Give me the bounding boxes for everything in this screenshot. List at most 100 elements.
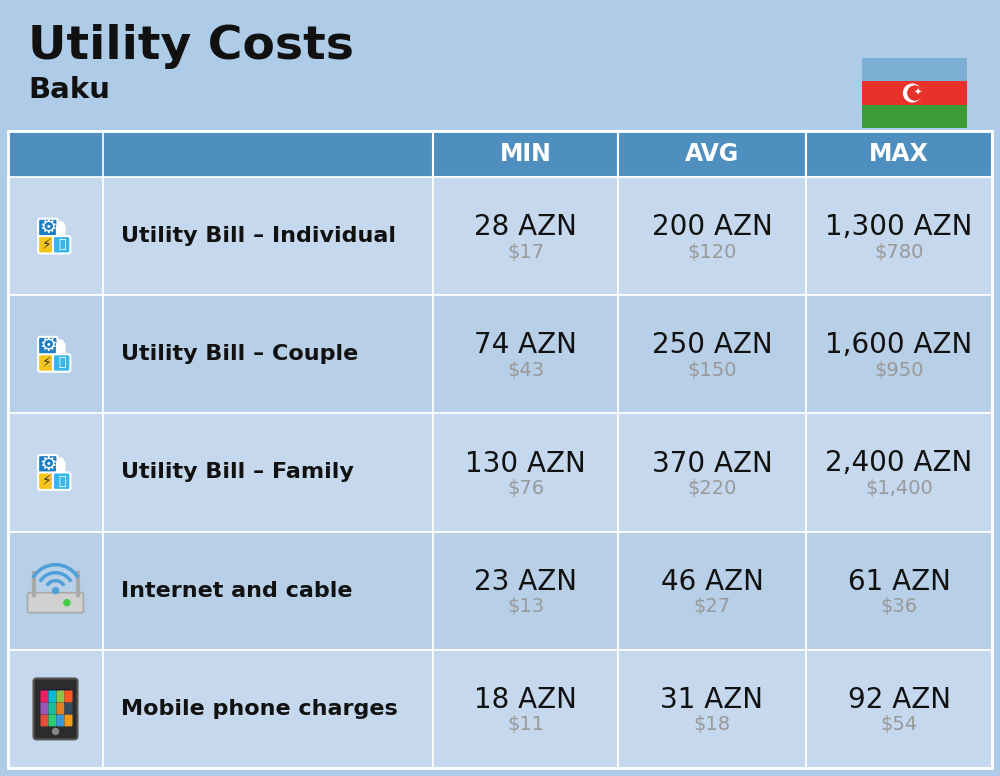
Bar (806, 131, 992, 177)
Bar (103, 177, 433, 295)
Bar (8, 131, 992, 768)
Bar (103, 295, 433, 414)
Text: ⚙: ⚙ (39, 337, 56, 355)
Text: 31 AZN: 31 AZN (660, 686, 764, 714)
Text: $120: $120 (687, 243, 737, 262)
Text: 92 AZN: 92 AZN (848, 686, 950, 714)
FancyBboxPatch shape (64, 691, 72, 702)
Text: 74 AZN: 74 AZN (474, 331, 577, 359)
Text: 61 AZN: 61 AZN (848, 568, 950, 596)
Text: 18 AZN: 18 AZN (474, 686, 577, 714)
Text: $1,400: $1,400 (865, 479, 933, 498)
Text: $18: $18 (693, 715, 731, 734)
Circle shape (904, 84, 921, 102)
Text: 370 AZN: 370 AZN (652, 449, 772, 477)
Circle shape (64, 600, 70, 606)
Text: 250 AZN: 250 AZN (652, 331, 772, 359)
Bar (433, 414, 618, 532)
FancyBboxPatch shape (38, 337, 58, 355)
Bar (40, 689, 70, 726)
FancyBboxPatch shape (53, 355, 70, 372)
Circle shape (58, 340, 63, 345)
Text: ⚙: ⚙ (39, 218, 56, 237)
Bar (806, 532, 992, 650)
Text: Mobile phone charges: Mobile phone charges (121, 699, 398, 719)
FancyBboxPatch shape (38, 473, 56, 490)
FancyBboxPatch shape (34, 678, 78, 740)
Text: 23 AZN: 23 AZN (474, 568, 577, 596)
Bar (806, 414, 992, 532)
FancyBboxPatch shape (38, 219, 58, 237)
Bar (806, 295, 992, 414)
Bar (862, 81, 967, 105)
Text: $950: $950 (874, 361, 924, 379)
Text: Baku: Baku (28, 76, 110, 104)
Circle shape (908, 86, 922, 100)
FancyBboxPatch shape (53, 236, 70, 254)
Bar (433, 177, 618, 295)
Bar (433, 295, 618, 414)
FancyBboxPatch shape (40, 702, 48, 715)
Text: $43: $43 (507, 361, 544, 379)
Text: $36: $36 (880, 598, 918, 616)
Bar (862, 105, 967, 128)
Circle shape (58, 221, 63, 227)
FancyBboxPatch shape (28, 593, 84, 613)
Text: 46 AZN: 46 AZN (661, 568, 763, 596)
FancyBboxPatch shape (56, 224, 65, 236)
Text: 28 AZN: 28 AZN (474, 213, 577, 241)
FancyBboxPatch shape (56, 691, 64, 702)
Text: MIN: MIN (500, 142, 551, 166)
Bar (8, 650, 103, 768)
Text: $17: $17 (507, 243, 544, 262)
Text: $150: $150 (687, 361, 737, 379)
Text: $11: $11 (507, 715, 544, 734)
FancyBboxPatch shape (48, 715, 56, 726)
Text: 💧: 💧 (58, 475, 65, 487)
Bar (8, 177, 103, 295)
Text: $54: $54 (880, 715, 918, 734)
Circle shape (52, 587, 58, 594)
Bar (618, 532, 806, 650)
FancyBboxPatch shape (38, 355, 56, 372)
Circle shape (52, 729, 58, 734)
Bar (8, 532, 103, 650)
Bar (433, 532, 618, 650)
Bar (618, 650, 806, 768)
Bar (618, 131, 806, 177)
Text: 2,400 AZN: 2,400 AZN (825, 449, 973, 477)
Text: Internet and cable: Internet and cable (121, 580, 352, 601)
Bar (103, 532, 433, 650)
Text: MAX: MAX (869, 142, 929, 166)
Bar (8, 414, 103, 532)
FancyBboxPatch shape (48, 691, 56, 702)
Text: ⚡: ⚡ (42, 474, 52, 488)
Bar (8, 295, 103, 414)
Text: $220: $220 (687, 479, 737, 498)
FancyBboxPatch shape (48, 702, 56, 715)
Bar (433, 131, 618, 177)
Text: ⚡: ⚡ (42, 237, 52, 251)
Bar (103, 650, 433, 768)
Text: ⚙: ⚙ (39, 455, 56, 473)
Text: ⚡: ⚡ (42, 356, 52, 370)
Text: $780: $780 (874, 243, 924, 262)
Text: $76: $76 (507, 479, 544, 498)
Text: $13: $13 (507, 598, 544, 616)
FancyBboxPatch shape (38, 236, 56, 254)
FancyBboxPatch shape (40, 691, 48, 702)
Bar (618, 414, 806, 532)
Bar (862, 58, 967, 81)
FancyBboxPatch shape (56, 461, 65, 472)
Bar (806, 177, 992, 295)
FancyBboxPatch shape (64, 715, 72, 726)
FancyBboxPatch shape (38, 455, 58, 473)
Text: $27: $27 (693, 598, 731, 616)
Bar (8, 131, 433, 177)
FancyBboxPatch shape (64, 702, 72, 715)
Text: Utility Bill – Family: Utility Bill – Family (121, 462, 354, 483)
Text: 💧: 💧 (58, 356, 65, 369)
FancyBboxPatch shape (40, 715, 48, 726)
Text: 1,600 AZN: 1,600 AZN (825, 331, 973, 359)
FancyBboxPatch shape (56, 343, 65, 354)
